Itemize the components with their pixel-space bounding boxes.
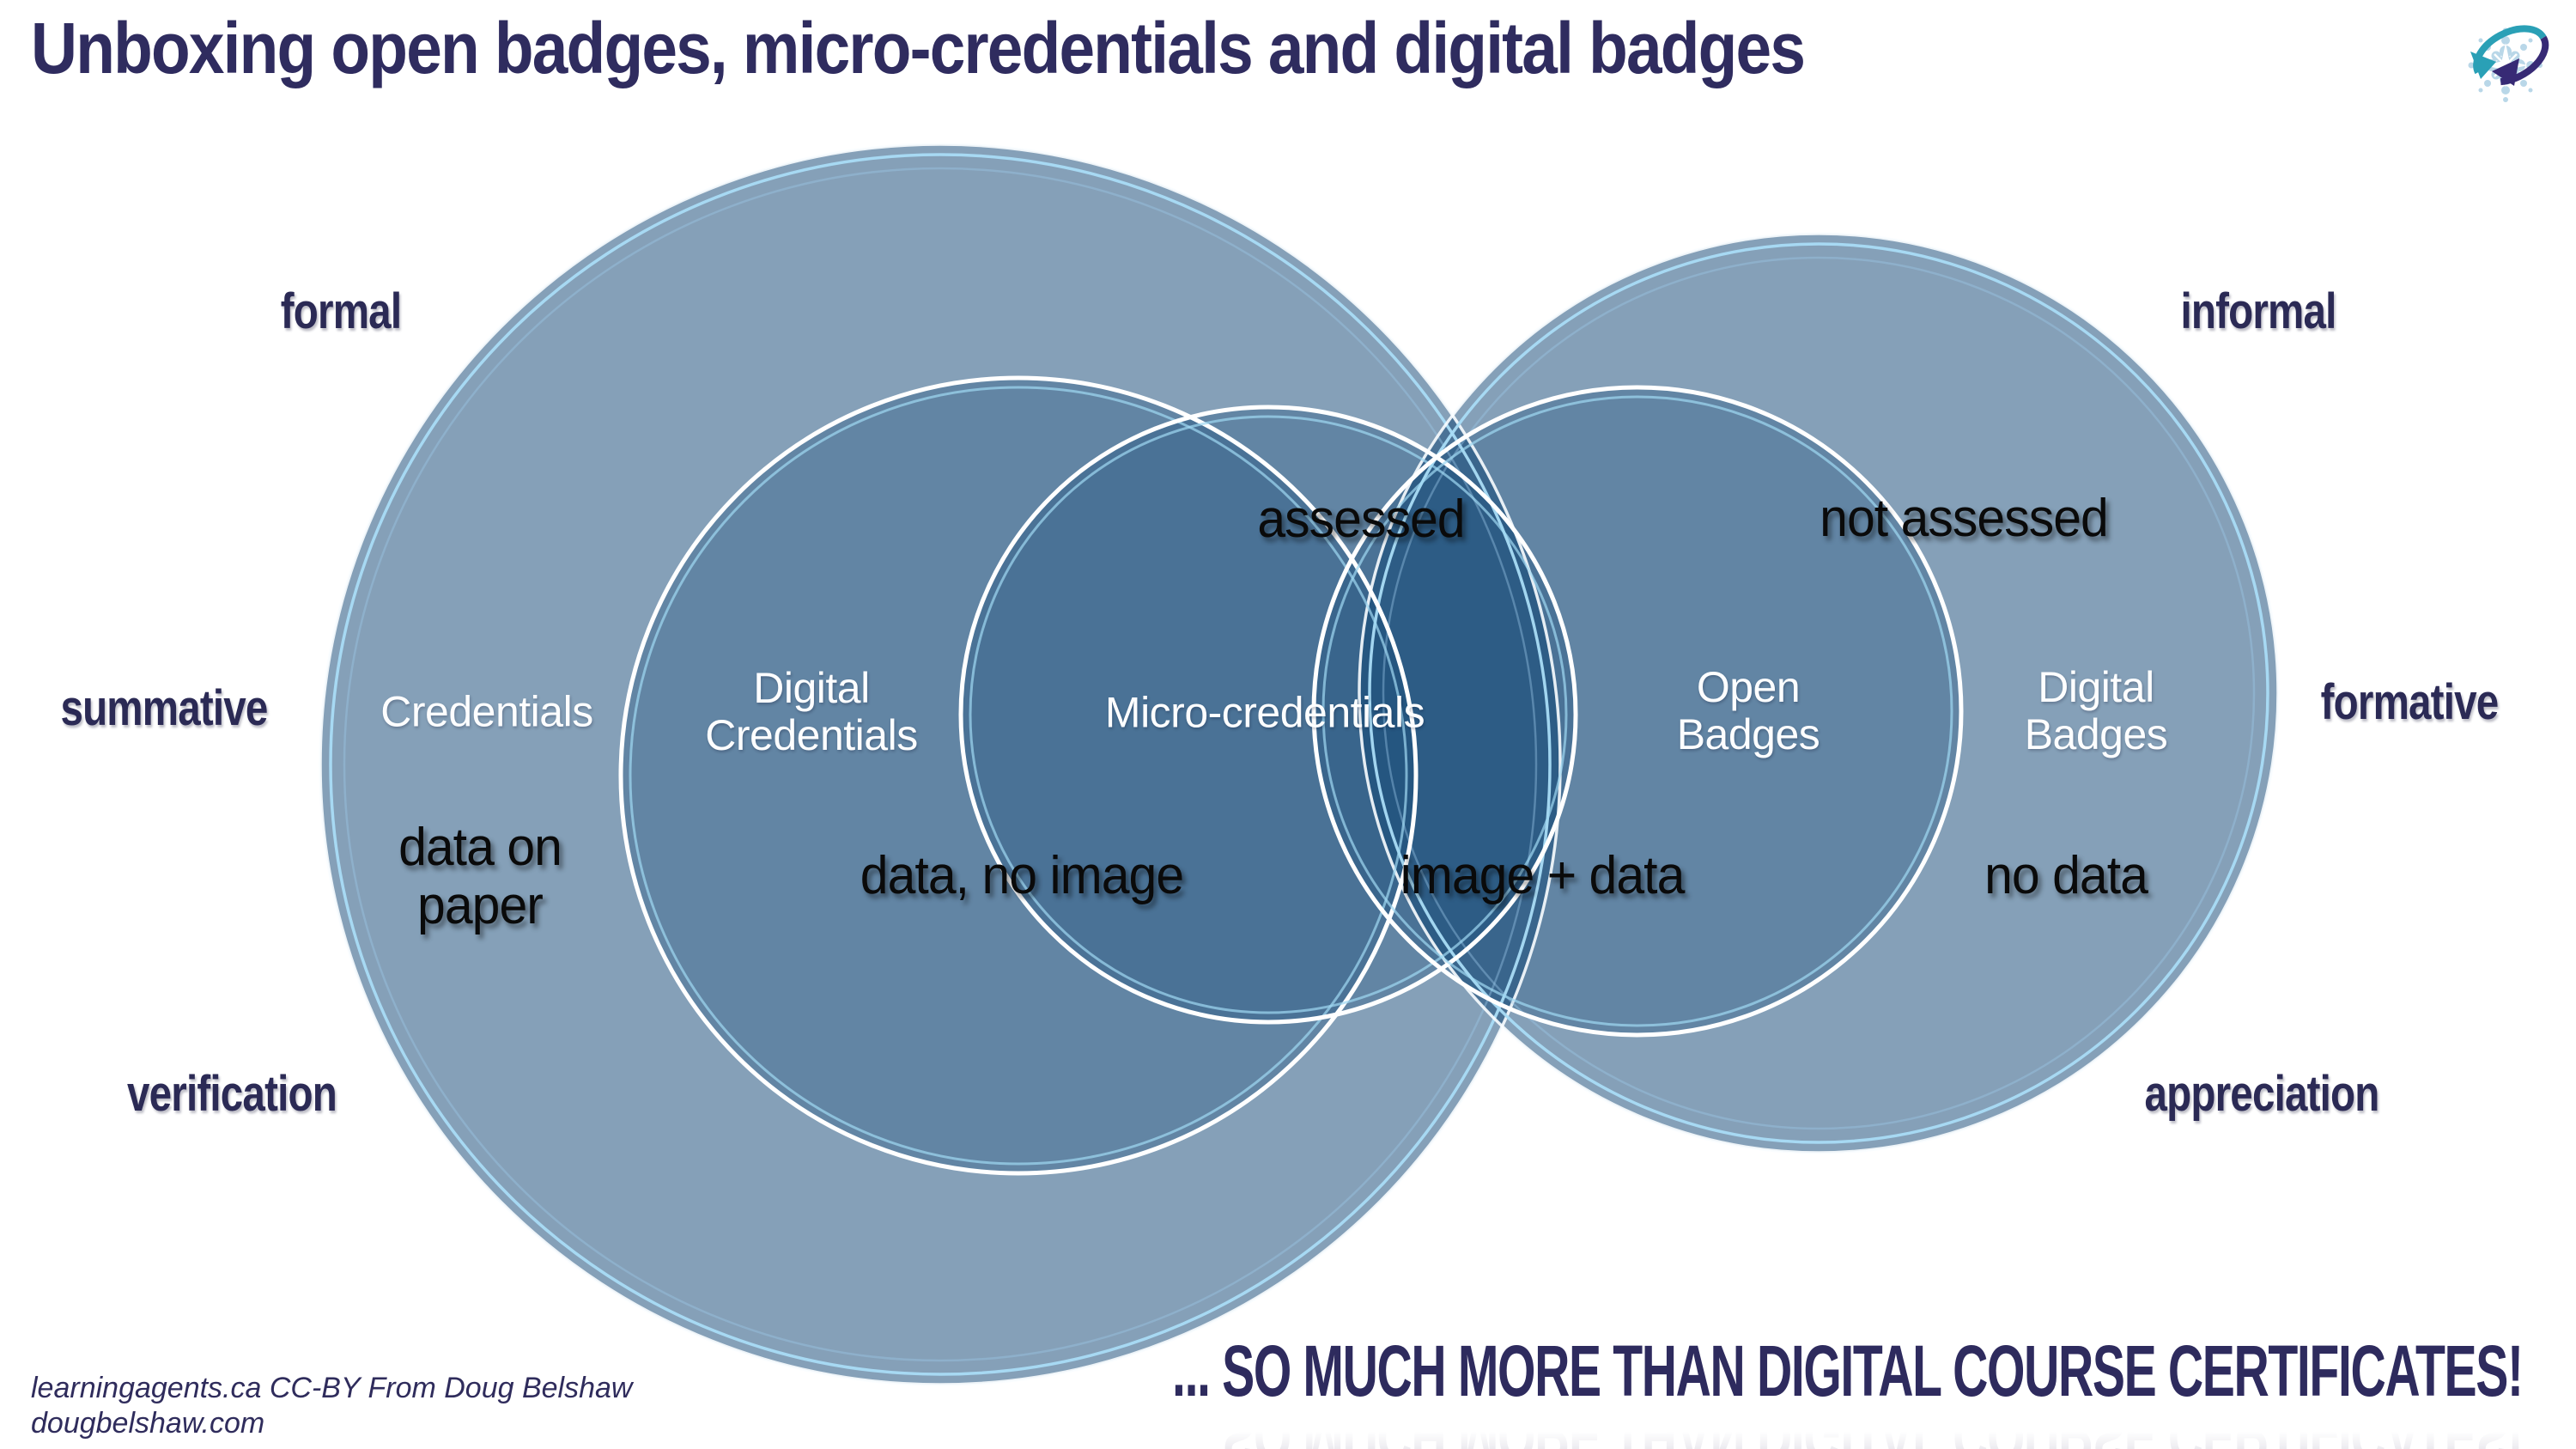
banner-reflection: ... SO MUCH MORE THAN DIGITAL COURSE CER…: [1172, 1396, 2523, 1449]
digital-credentials-circle: [621, 378, 1416, 1173]
label-assessed: assessed: [1257, 489, 1465, 549]
digital-credentials-stroke: [618, 375, 1419, 1176]
banner: ... SO MUCH MORE THAN DIGITAL COURSE CER…: [537, 1330, 2524, 1449]
label-image-plus-data: image + data: [1400, 845, 1686, 905]
label-credentials: Credentials: [380, 687, 593, 736]
purple-arrowhead-icon: [2492, 58, 2519, 86]
teal-arrowhead-icon: [2470, 52, 2496, 79]
credit-line-1: learningagents.ca CC-BY From Doug Belsha…: [31, 1372, 633, 1404]
formal-circle-rim: [329, 153, 1552, 1376]
micro-credentials-circle: [961, 407, 1576, 1022]
informal-circle-rim-faint: [1382, 256, 2256, 1130]
label-appreciation: appreciation: [2144, 1066, 2380, 1123]
label-verification: verification: [127, 1066, 337, 1123]
open-badges-circle: [1314, 387, 1961, 1035]
label-formal: formal: [280, 283, 402, 340]
formal-circle-rim-faint: [343, 167, 1538, 1362]
label-digital-badges: Digital Badges: [2024, 663, 2168, 758]
label-formative: formative: [2320, 674, 2500, 731]
micro-credentials-rim: [969, 415, 1568, 1014]
informal-badges-circle: [1359, 234, 2278, 1153]
label-no-data: no data: [1984, 845, 2148, 905]
informal-circle-edge: [1358, 232, 2280, 1154]
credit-text: learningagents.ca CC-BY From Doug Belsha…: [31, 1371, 633, 1442]
label-data-no-image: data, no image: [860, 845, 1184, 905]
label-micro-credentials: Micro-credentials: [1104, 688, 1425, 737]
open-badges-stroke: [1311, 385, 1964, 1038]
label-summative: summative: [60, 680, 268, 737]
learning-agents-logo: [2468, 25, 2549, 102]
label-digital-credentials: Digital Credentials: [705, 664, 918, 759]
banner-text: ... SO MUCH MORE THAN DIGITAL COURSE CER…: [1172, 1330, 2524, 1411]
informal-circle-rim: [1368, 242, 2269, 1144]
formal-circle-edge: [319, 143, 1562, 1386]
micro-credentials-stroke: [958, 405, 1578, 1025]
label-open-badges: Open Badges: [1676, 663, 1820, 758]
label-data-on-paper: data on paper: [398, 817, 562, 935]
open-badges-rim: [1321, 395, 1953, 1027]
label-not-assessed: not assessed: [1820, 488, 2109, 548]
label-informal: informal: [2180, 283, 2336, 340]
digital-credentials-rim: [629, 386, 1408, 1166]
credit-line-2: dougbelshaw.com: [31, 1407, 265, 1440]
page-title: Unboxing open badges, micro-credentials …: [31, 8, 1806, 88]
